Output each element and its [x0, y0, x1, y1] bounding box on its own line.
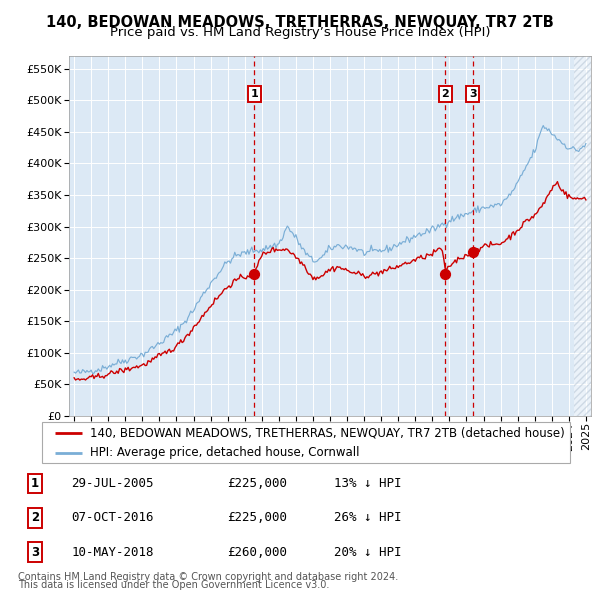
Text: 07-OCT-2016: 07-OCT-2016	[71, 511, 154, 525]
Text: £225,000: £225,000	[227, 477, 287, 490]
Text: 140, BEDOWAN MEADOWS, TRETHERRAS, NEWQUAY, TR7 2TB: 140, BEDOWAN MEADOWS, TRETHERRAS, NEWQUA…	[46, 15, 554, 30]
Text: Contains HM Land Registry data © Crown copyright and database right 2024.: Contains HM Land Registry data © Crown c…	[18, 572, 398, 582]
Bar	[574, 56, 591, 416]
Text: 29-JUL-2005: 29-JUL-2005	[71, 477, 154, 490]
Text: 2: 2	[442, 89, 449, 99]
Text: 1: 1	[31, 477, 39, 490]
Text: 20% ↓ HPI: 20% ↓ HPI	[334, 546, 401, 559]
Text: This data is licensed under the Open Government Licence v3.0.: This data is licensed under the Open Gov…	[18, 580, 329, 590]
FancyBboxPatch shape	[42, 422, 570, 463]
Text: Price paid vs. HM Land Registry’s House Price Index (HPI): Price paid vs. HM Land Registry’s House …	[110, 26, 490, 39]
Text: 140, BEDOWAN MEADOWS, TRETHERRAS, NEWQUAY, TR7 2TB (detached house): 140, BEDOWAN MEADOWS, TRETHERRAS, NEWQUA…	[89, 427, 564, 440]
Text: 3: 3	[31, 546, 39, 559]
Text: 3: 3	[469, 89, 476, 99]
Text: 26% ↓ HPI: 26% ↓ HPI	[334, 511, 401, 525]
Point	[440, 269, 450, 278]
Text: 10-MAY-2018: 10-MAY-2018	[71, 546, 154, 559]
Text: £225,000: £225,000	[227, 511, 287, 525]
Point	[250, 269, 259, 278]
Text: HPI: Average price, detached house, Cornwall: HPI: Average price, detached house, Corn…	[89, 446, 359, 460]
Text: 1: 1	[251, 89, 259, 99]
Text: 2: 2	[31, 511, 39, 525]
Point	[468, 247, 478, 257]
Text: £260,000: £260,000	[227, 546, 287, 559]
Text: 13% ↓ HPI: 13% ↓ HPI	[334, 477, 401, 490]
